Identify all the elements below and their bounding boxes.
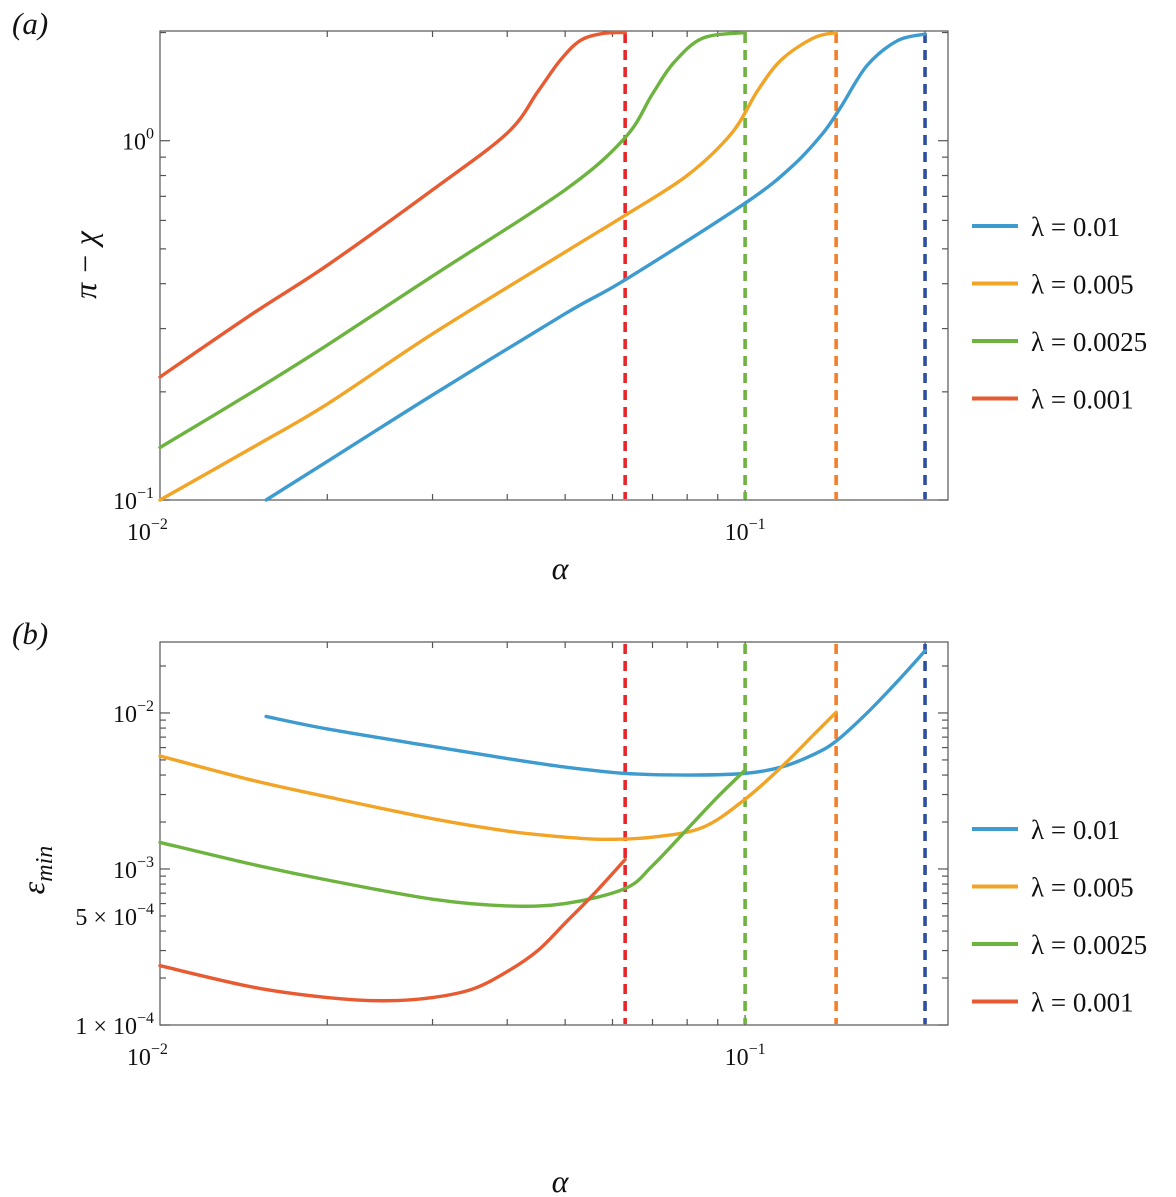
- y-tick-label-exp: −1: [137, 485, 154, 502]
- y-label-base: ε: [15, 881, 51, 894]
- panel-b-ticks: 10−2 10−11 × 10−45 × 10−410−310−2: [75, 642, 948, 1071]
- y-tick-label: 100: [122, 126, 154, 156]
- x-tick-label-base: 10: [725, 1045, 749, 1071]
- y-tick-label-exp: 0: [146, 126, 154, 143]
- legend-item: λ = 0.01: [972, 815, 1120, 845]
- y-label-subscript: min: [32, 846, 58, 882]
- y-tick-label-base: 10: [113, 702, 137, 728]
- panel-a-legend: λ = 0.01 λ = 0.005 λ = 0.0025 λ = 0.001: [972, 212, 1147, 415]
- series-line: [158, 768, 747, 908]
- series-line: [264, 649, 927, 777]
- x-tick-label-exp: −1: [749, 516, 766, 533]
- y-tick-label: 10−2: [113, 698, 154, 728]
- panel-a-vlines: [623, 33, 927, 499]
- series-line: [158, 30, 838, 502]
- y-tick-label-exp: −4: [137, 901, 154, 918]
- x-tick-label-base: 10: [725, 520, 749, 546]
- legend-label: λ = 0.001: [1031, 385, 1134, 415]
- y-tick-label-exp: −4: [137, 1010, 154, 1027]
- legend-item: λ = 0.001: [972, 385, 1134, 415]
- panel-b-label: (b): [12, 616, 48, 651]
- x-tick-label-base: 10: [127, 1045, 151, 1071]
- x-tick-label-exp: −2: [151, 516, 168, 533]
- legend-label: λ = 0.005: [1031, 873, 1134, 903]
- panel-a-label: (a): [12, 6, 48, 41]
- panel-a-y-axis-label: π − χ: [67, 230, 103, 299]
- series-line: [158, 710, 838, 841]
- panel-b-x-axis-label: α: [552, 1163, 570, 1197]
- x-tick-label-exp: −1: [749, 1041, 766, 1058]
- x-tick-label-base: 10: [127, 520, 151, 546]
- y-tick-label-base: 1 × 10: [75, 1014, 137, 1040]
- legend-item: λ = 0.005: [972, 270, 1134, 300]
- y-tick-label-exp: −2: [137, 698, 154, 715]
- legend-item: λ = 0.001: [972, 988, 1134, 1018]
- legend-label: λ = 0.01: [1031, 212, 1120, 242]
- series-line: [158, 30, 627, 379]
- panel-b-frame: [159, 641, 949, 1026]
- y-tick-label-base: 10: [113, 858, 137, 884]
- x-tick-label-exp: −2: [151, 1041, 168, 1058]
- x-tick-label: 10−1: [725, 516, 766, 546]
- legend-label: λ = 0.005: [1031, 270, 1134, 300]
- legend-label: λ = 0.0025: [1031, 930, 1147, 960]
- legend-item: λ = 0.01: [972, 212, 1120, 242]
- panel-a-x-axis-label: α: [552, 550, 570, 586]
- panel-b-legend: λ = 0.01 λ = 0.005 λ = 0.0025 λ = 0.001: [972, 815, 1147, 1018]
- x-tick-label: 10−1: [725, 1041, 766, 1071]
- y-tick-label-base: 5 × 10: [75, 905, 137, 931]
- x-tick-label: 10−2: [127, 1041, 168, 1071]
- y-tick-label-exp: −3: [137, 854, 154, 871]
- legend-label: λ = 0.0025: [1031, 327, 1147, 357]
- legend-item: λ = 0.005: [972, 873, 1134, 903]
- series-line: [158, 30, 747, 450]
- panel-b-series: [158, 649, 927, 1003]
- panel-b-vlines: [623, 644, 927, 1024]
- y-tick-label: 10−3: [113, 854, 154, 884]
- legend-label: λ = 0.001: [1031, 988, 1134, 1018]
- series-line: [158, 857, 627, 1003]
- legend-item: λ = 0.0025: [972, 930, 1147, 960]
- series-line: [264, 32, 927, 502]
- panel-a-frame: [159, 30, 949, 501]
- y-tick-label: 1 × 10−4: [75, 1010, 154, 1040]
- y-tick-label-base: 10: [113, 489, 137, 515]
- y-tick-label: 5 × 10−4: [75, 901, 154, 931]
- legend-label: λ = 0.01: [1031, 815, 1120, 845]
- panel-b: (b) 10−2 10−11 × 10−45 × 10−410−310−2 α ε…: [12, 616, 1147, 1197]
- y-tick-label: 10−1: [113, 485, 154, 515]
- legend-item: λ = 0.0025: [972, 327, 1147, 357]
- panel-a-series: [158, 30, 927, 502]
- x-tick-label: 10−2: [127, 516, 168, 546]
- y-tick-label-base: 10: [122, 130, 146, 156]
- panel-b-y-axis-label: εmin: [15, 846, 58, 895]
